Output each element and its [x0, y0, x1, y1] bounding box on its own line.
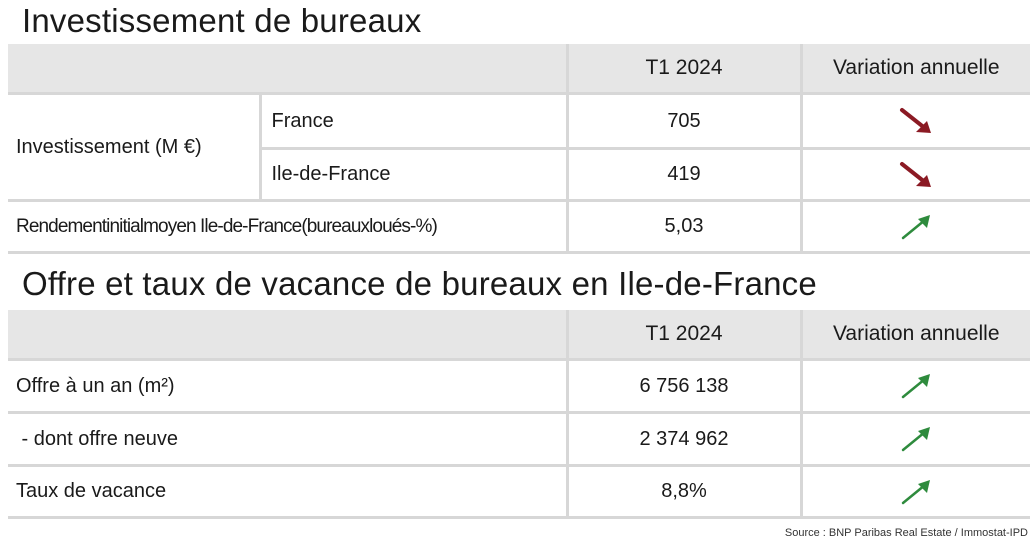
table-row: Offre à un an (m²) 6 756 138 [8, 358, 1030, 414]
row-value: 5,03 [565, 199, 803, 254]
row-trend [799, 411, 1030, 467]
row-trend [799, 147, 1030, 202]
row-label: Taux de vacance [8, 464, 569, 519]
row-value: 2 374 962 [565, 411, 803, 467]
arrow-up-right-icon [902, 427, 931, 452]
table-row: Rendementinitialmoyen Ile-de-France(bure… [8, 199, 1030, 254]
row-trend [799, 92, 1030, 150]
row-value: 8,8% [565, 464, 803, 519]
row-label: Offre à un an (m²) [8, 358, 569, 414]
row-value: 705 [565, 92, 803, 150]
header-label-cell [8, 310, 569, 361]
source-note: Source : BNP Paribas Real Estate / Immos… [784, 527, 1028, 539]
arrow-down-right-icon [900, 108, 932, 133]
table-row: Ile-de-France 419 [8, 147, 1030, 202]
header-variation: Variation annuelle [799, 44, 1030, 95]
header-variation: Variation annuelle [799, 310, 1030, 361]
row-trend [799, 464, 1030, 519]
row-label: - dont offre neuve [8, 411, 569, 467]
arrow-up-right-icon [902, 374, 931, 399]
investment-header-row: T1 2024 Variation annuelle [8, 44, 1030, 95]
arrow-down-right-icon [900, 161, 932, 187]
investment-group-label: Investissement (M €) [8, 92, 262, 202]
investment-table: T1 2024 Variation annuelle Investissemen… [8, 44, 1030, 254]
row-value: 419 [565, 147, 803, 202]
row-label: Rendementinitialmoyen Ile-de-France(bure… [8, 199, 569, 254]
supply-header-row: T1 2024 Variation annuelle [8, 310, 1030, 361]
supply-table: T1 2024 Variation annuelle Offre à un an… [8, 310, 1030, 519]
supply-title: Offre et taux de vacance de bureaux en I… [22, 265, 817, 302]
arrow-up-right-icon [902, 214, 931, 239]
row-sub-label: Ile-de-France [260, 147, 569, 202]
header-period: T1 2024 [565, 44, 803, 95]
row-value: 6 756 138 [565, 358, 803, 414]
header-label-cell [8, 44, 569, 95]
row-sub-label: France [258, 92, 569, 150]
table-row: - dont offre neuve 2 374 962 [8, 411, 1030, 467]
table-row: Taux de vacance 8,8% [8, 464, 1030, 519]
row-trend [799, 358, 1030, 414]
table-row: Investissement (M €) France 705 [8, 92, 1030, 202]
header-period: T1 2024 [565, 310, 803, 361]
investment-title: Investissement de bureaux [22, 2, 422, 39]
row-trend [799, 199, 1030, 254]
arrow-up-right-icon [902, 479, 931, 504]
